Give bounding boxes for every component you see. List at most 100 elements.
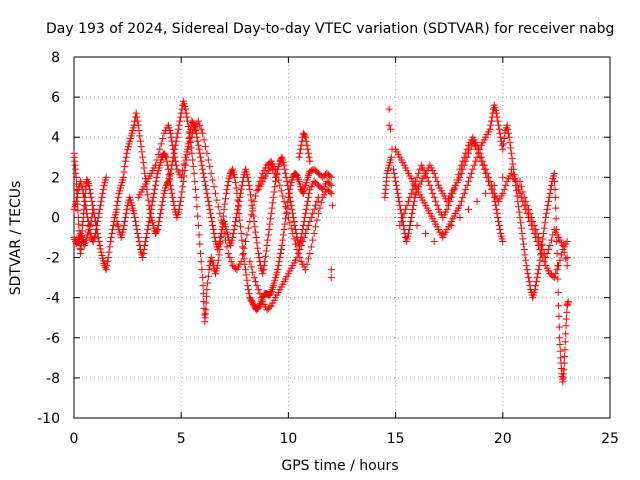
data-point: [166, 176, 174, 184]
data-point: [252, 234, 260, 241]
data-point: [456, 201, 464, 209]
data-point: [257, 173, 265, 181]
data-point: [262, 247, 270, 255]
data-point: [132, 109, 140, 117]
data-point: [550, 169, 558, 177]
data-point: [199, 274, 207, 282]
data-point: [256, 301, 264, 309]
y-tick-label: -8: [46, 371, 60, 387]
data-point: [201, 181, 209, 189]
data-point: [516, 189, 524, 197]
data-point: [191, 185, 199, 193]
data-point: [194, 221, 202, 229]
data-point: [306, 217, 314, 225]
data-point: [483, 169, 491, 177]
data-point: [158, 201, 166, 209]
data-point: [328, 201, 336, 209]
data-point: [496, 225, 504, 233]
data-point: [197, 258, 205, 266]
data-point: [194, 137, 202, 145]
data-point: [205, 266, 213, 274]
data-point: [476, 149, 484, 157]
data-point: [197, 157, 205, 165]
data-point: [286, 219, 294, 227]
data-point: [304, 149, 312, 157]
data-point: [239, 251, 247, 259]
data-point: [409, 205, 417, 213]
data-point: [424, 177, 432, 185]
data-point: [179, 183, 187, 191]
data-point: [141, 169, 149, 177]
data-point: [507, 149, 515, 157]
data-point: [289, 209, 297, 217]
data-point: [507, 165, 515, 173]
data-point: [390, 169, 398, 177]
data-point: [220, 229, 228, 237]
data-point: [541, 219, 549, 227]
data-point: [121, 163, 129, 171]
data-point: [176, 201, 184, 209]
data-point: [385, 105, 393, 113]
data-point: [105, 248, 113, 256]
data-point: [413, 173, 421, 181]
data-point: [260, 262, 268, 270]
data-point: [255, 254, 263, 262]
data-point: [387, 125, 395, 133]
data-point: [467, 169, 475, 177]
data-point: [174, 129, 182, 137]
data-point: [433, 177, 441, 185]
data-point: [250, 274, 258, 282]
data-point: [432, 197, 440, 205]
data-point: [540, 224, 548, 232]
data-point: [239, 250, 247, 258]
data-point: [408, 209, 416, 217]
data-point: [470, 161, 478, 169]
data-point: [131, 217, 139, 225]
data-point: [144, 191, 152, 199]
data-point: [232, 179, 240, 187]
data-point: [327, 266, 335, 274]
data-point: [85, 181, 93, 189]
data-point: [274, 266, 282, 274]
data-point: [555, 262, 563, 270]
data-point: [552, 204, 560, 212]
data-point: [302, 133, 310, 141]
data-point: [176, 113, 184, 121]
data-point: [167, 133, 175, 141]
data-point: [527, 213, 535, 221]
data-point: [494, 117, 502, 125]
y-tick-label: 0: [51, 210, 60, 226]
data-point: [312, 201, 320, 209]
data-point: [307, 213, 315, 221]
data-point: [532, 225, 540, 233]
data-point: [202, 306, 210, 314]
data-point: [267, 161, 275, 169]
data-point: [540, 229, 548, 237]
data-point: [175, 205, 183, 213]
data-point: [232, 264, 240, 272]
data-point: [499, 173, 507, 181]
data-point: [247, 191, 255, 199]
data-point: [494, 213, 502, 221]
data-point: [495, 125, 503, 133]
data-point: [443, 205, 451, 213]
data-point: [284, 181, 292, 189]
data-point: [147, 205, 155, 213]
data-point: [475, 145, 483, 153]
data-point: [457, 161, 465, 169]
data-point: [327, 189, 335, 197]
data-point: [517, 224, 525, 232]
data-point: [146, 209, 154, 217]
data-point: [292, 240, 300, 248]
data-point: [253, 282, 261, 290]
x-tick-labels: 0 5 10 15 20 25: [70, 431, 619, 447]
data-point: [303, 260, 311, 268]
data-point: [499, 238, 507, 246]
data-point: [291, 221, 299, 229]
data-point: [410, 181, 418, 189]
x-tick-label: 25: [601, 431, 619, 447]
data-point: [73, 193, 81, 201]
data-point: [302, 229, 310, 237]
data-point: [314, 193, 322, 201]
data-point: [79, 185, 87, 193]
